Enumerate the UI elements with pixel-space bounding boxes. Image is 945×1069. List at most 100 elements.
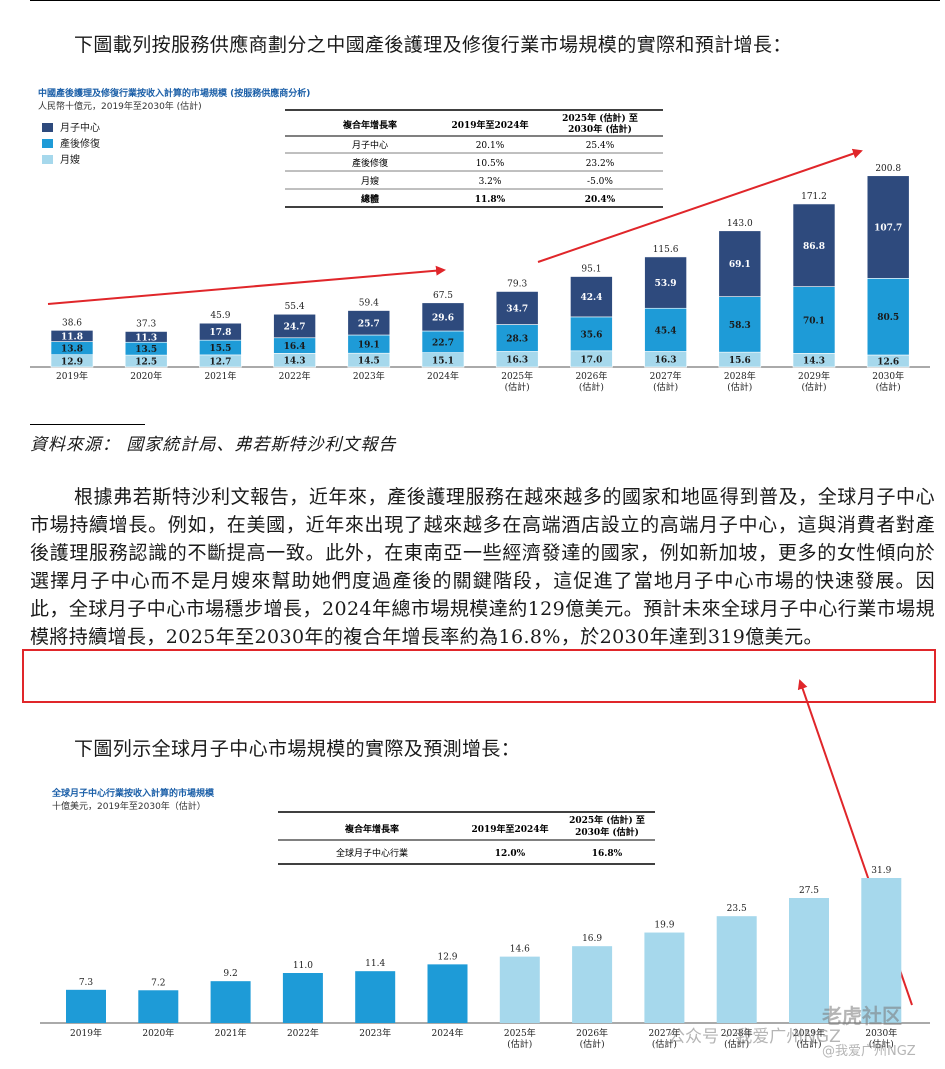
segment-label: 11.8: [61, 332, 83, 342]
segment-label: 13.8: [61, 345, 83, 355]
bar-value-label: 19.9: [654, 921, 674, 931]
intro-paragraph-2: 下圖列示全球月子中心市場規模的實際及預測增長：: [74, 738, 521, 760]
x-tick-label: 2021年: [204, 370, 236, 382]
table-header: 2019年至2024年: [471, 823, 548, 835]
watermark-line1: 公众号 · 我爱广州NGZ: [668, 1027, 841, 1047]
table-cell: 月子中心: [352, 139, 388, 151]
segment-label: 15.1: [432, 356, 454, 366]
table-cell: 20.1%: [476, 141, 505, 151]
total-label: 45.9: [210, 311, 230, 321]
watermark-line2: 老虎社区: [822, 1004, 902, 1028]
chart1-cagr-table: 複合年增長率 2019年至2024年 2025年 (估計) 至2030年 (估計) 月…: [285, 109, 663, 208]
x-tick-label: 2027年: [648, 1027, 680, 1039]
table-cell: 10.5%: [476, 159, 505, 169]
chart2-title: 全球月子中心行業按收入計算的市場規模: [52, 789, 215, 799]
x-tick-note: (估計): [869, 1038, 894, 1050]
segment-label: 69.1: [729, 260, 751, 270]
bar-value-label: 16.9: [582, 934, 602, 944]
segment-label: 86.8: [803, 242, 825, 252]
total-label: 55.4: [285, 302, 305, 312]
chart1-trend-arrows: [47, 148, 863, 305]
total-label: 115.6: [653, 245, 679, 255]
table-cell: 全球月子中心行業: [336, 847, 408, 859]
segment-label: 16.4: [284, 342, 306, 352]
x-tick-label: 2022年: [279, 370, 311, 382]
bar-segment: [644, 256, 687, 309]
table-header: 複合年增長率: [344, 823, 399, 835]
bar-value-label: 31.9: [871, 866, 891, 876]
bar: [644, 932, 685, 1023]
segment-label: 42.4: [580, 293, 602, 303]
total-label: 38.6: [62, 318, 82, 328]
x-tick-label: 2019年: [56, 370, 88, 382]
x-tick-label: 2030年: [872, 370, 904, 382]
segment-label: 12.5: [135, 358, 157, 368]
table-header: 2030年 (估計): [575, 826, 639, 838]
intro-paragraph-1: 下圖載列按服務供應商劃分之中國產後護理及修復行業市場規模的實際和預計增長：: [74, 34, 792, 56]
table-header: 2025年 (估計) 至: [562, 112, 638, 124]
bar: [282, 973, 323, 1023]
x-tick-label: 2028年: [724, 370, 756, 382]
bar: [66, 989, 106, 1023]
bar-value-label: 12.9: [437, 952, 457, 962]
bar-segment: [124, 331, 168, 343]
legend-swatch: [42, 155, 53, 164]
segment-label: 14.3: [803, 357, 825, 367]
table-cell: 25.4%: [586, 141, 615, 151]
bar-segment: [273, 313, 316, 339]
segment-label: 13.5: [135, 345, 157, 355]
x-tick-label: 2029年: [793, 1027, 825, 1039]
total-label: 95.1: [581, 265, 601, 275]
bar: [789, 898, 829, 1023]
table-header: 2019年至2024年: [451, 119, 528, 131]
bar: [355, 971, 396, 1023]
total-label: 143.0: [727, 219, 753, 229]
legend-swatch: [42, 123, 53, 132]
bar-value-label: 7.2: [151, 978, 165, 988]
table-cell: 12.0%: [495, 849, 526, 859]
table-header: 複合年增長率: [342, 119, 397, 131]
segment-label: 14.5: [358, 357, 380, 367]
segment-label: 16.3: [506, 356, 528, 366]
bar: [210, 981, 251, 1023]
total-label: 67.5: [433, 291, 453, 301]
bar: [427, 964, 468, 1023]
x-tick-label: 2023年: [353, 370, 385, 382]
segment-label: 12.6: [877, 358, 899, 368]
bar: [499, 956, 540, 1023]
bar-segment: [644, 307, 687, 352]
x-tick-note: (估計): [727, 381, 752, 393]
segment-label: 34.7: [506, 305, 528, 315]
total-label: 200.8: [875, 164, 901, 174]
x-tick-label: 2021年: [215, 1027, 247, 1039]
table-cell: 3.2%: [479, 177, 502, 187]
segment-label: 17.8: [209, 328, 231, 338]
watermark-line3: @我爱广州NGZ: [822, 1044, 916, 1059]
segment-label: 70.1: [803, 317, 825, 327]
segment-label: 53.9: [655, 279, 677, 289]
bar-segment: [347, 310, 391, 336]
bar-value-label: 11.4: [365, 959, 385, 969]
segment-label: 58.3: [729, 321, 751, 331]
segment-label: 15.6: [729, 356, 751, 366]
segment-label: 16.3: [655, 356, 677, 366]
bar-value-label: 11.0: [293, 961, 313, 971]
x-tick-note: (估計): [505, 381, 530, 393]
x-tick-label: 2025年: [501, 370, 533, 382]
x-tick-label: 2024年: [427, 370, 459, 382]
segment-label: 29.6: [432, 313, 454, 323]
x-tick-label: 2020年: [142, 1027, 174, 1039]
x-tick-label: 2022年: [287, 1027, 319, 1039]
x-tick-note: (估計): [653, 381, 678, 393]
bar-segment: [495, 324, 539, 352]
bar-segment: [866, 175, 910, 279]
chart2-cagr-table: 複合年增長率 2019年至2024年 2025年 (估計) 至2030年 (估計) 全…: [278, 811, 655, 865]
segment-label: 25.7: [358, 319, 380, 329]
legend-label: 產後修復: [60, 137, 100, 150]
bar-segment: [718, 296, 762, 353]
source-note: 資料來源： 國家統計局、弗若斯特沙利文報告: [30, 435, 397, 455]
bar-segment: [570, 316, 613, 352]
chart2-bars: 7.3 2019年 7.2 2020年 9.2 2021年 11.0 2022年 11.4 202…: [40, 866, 930, 1050]
segment-label: 35.6: [580, 330, 602, 340]
